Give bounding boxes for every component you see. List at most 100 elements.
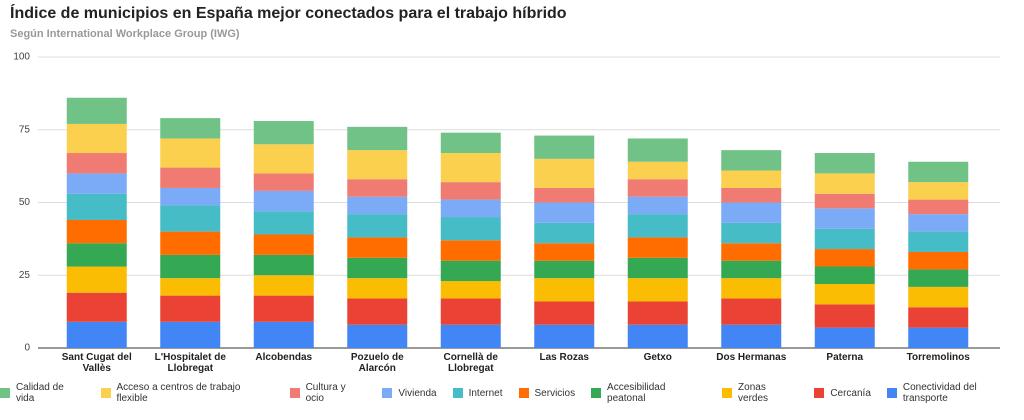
x-tick-label: Las Rozas: [539, 352, 589, 363]
legend-label: Vivienda: [398, 387, 437, 399]
bar-segment: [814, 283, 875, 305]
bar-segment: [814, 228, 875, 250]
bar-segment: [347, 278, 408, 299]
bar-segment: [66, 173, 127, 194]
legend-swatch: [518, 388, 529, 398]
legend-item: Calidad de vida: [0, 382, 85, 404]
bar-segment: [721, 170, 782, 188]
bar-segment: [253, 211, 314, 235]
bar-segment: [66, 321, 127, 348]
legend-item: Vivienda: [382, 382, 437, 404]
bar-segment: [253, 190, 314, 212]
legend-swatch: [886, 388, 897, 398]
bar-segment: [627, 301, 688, 325]
y-tick-label: 25: [19, 270, 31, 281]
bar-segment: [908, 269, 969, 287]
bar-segment: [66, 123, 127, 154]
bar-segment: [440, 182, 501, 200]
bar-segment: [534, 158, 595, 188]
bar-segment: [627, 278, 688, 302]
bar-segment: [814, 173, 875, 194]
bar-segment: [347, 237, 408, 258]
bar-segment: [440, 281, 501, 299]
bar-segment: [160, 138, 221, 168]
bar-segment: [347, 298, 408, 325]
bar-segment: [627, 324, 688, 348]
legend-item: Servicios: [518, 382, 575, 404]
bar-segment: [721, 260, 782, 279]
bar-segment: [627, 237, 688, 258]
bar-segment: [66, 193, 127, 220]
bar-segment: [814, 327, 875, 348]
bar-segment: [721, 298, 782, 325]
bar-segment: [627, 161, 688, 180]
x-tick-label: L'Hospitalet de Llobregat: [154, 352, 226, 374]
bar-segment: [908, 161, 969, 183]
bar-segment: [253, 295, 314, 322]
legend-label: Calidad de vida: [15, 382, 64, 404]
x-tick-label: Pozuelo de Alarcón: [350, 352, 404, 374]
bar-segment: [347, 324, 408, 348]
bar-segment: [253, 234, 314, 255]
bar-segment: [160, 167, 221, 188]
bar-segment: [253, 121, 314, 145]
bar-segment: [253, 173, 314, 191]
legend-item: Accesibilidad peatonal: [591, 382, 706, 404]
y-tick-label: 75: [19, 124, 31, 135]
bar-segment: [160, 118, 221, 139]
x-tick-label: Alcobendas: [255, 352, 313, 363]
legend-label: Cultura y ocio: [305, 382, 346, 404]
bar-segment: [347, 150, 408, 180]
bar-segment: [160, 278, 221, 296]
bar-segment: [160, 295, 221, 322]
bar-segment: [534, 135, 595, 159]
bar-segment: [253, 144, 314, 174]
bar-segment: [347, 257, 408, 279]
chart-title: Índice de municipios en España mejor con…: [10, 3, 567, 22]
bar-segment: [440, 153, 501, 183]
bar-segment: [908, 307, 969, 328]
bar-segment: [721, 243, 782, 261]
legend-item: Conectividad del transporte: [886, 382, 1024, 404]
bar-segment: [253, 275, 314, 296]
bar-segment: [814, 153, 875, 174]
legend-swatch: [382, 388, 393, 398]
legend-label: Acceso a centros de trabajo flexible: [116, 382, 241, 404]
bar-segment: [347, 214, 408, 238]
bar-segment: [534, 243, 595, 261]
bar-segment: [347, 196, 408, 215]
bar-segment: [908, 182, 969, 200]
bar-segment: [534, 324, 595, 348]
legend-item: Cercanía: [814, 382, 871, 404]
bar-segment: [908, 251, 969, 270]
x-tick-label: Cornellà de Llobregat: [443, 352, 498, 374]
bar-segment: [627, 179, 688, 197]
legend-swatch: [452, 388, 463, 398]
legend-item: Zonas verdes: [722, 382, 798, 404]
bar-segment: [721, 202, 782, 223]
bar-segment: [66, 266, 127, 293]
legend-label: Internet: [468, 387, 503, 399]
bar-segment: [627, 214, 688, 238]
bar-segment: [814, 249, 875, 267]
bar-segment: [440, 199, 501, 218]
bar-segment: [534, 222, 595, 244]
bar-segment: [160, 187, 221, 206]
bar-segment: [534, 202, 595, 223]
legend-swatch: [100, 388, 111, 398]
bar-segment: [160, 321, 221, 348]
bar-segment: [160, 205, 221, 232]
x-tick-label: Paterna: [826, 352, 864, 363]
chart-subtitle: Según International Workplace Group (IWG…: [10, 28, 240, 40]
x-tick-label: Dos Hermanas: [716, 352, 787, 363]
bar-segment: [814, 266, 875, 284]
bar-segment: [66, 243, 127, 267]
y-tick-label: 50: [19, 197, 31, 208]
bar-segment: [440, 217, 501, 241]
bar-segment: [66, 153, 127, 174]
bar-segment: [534, 187, 595, 203]
bar-segment: [440, 132, 501, 154]
bar-segment: [440, 298, 501, 325]
legend-swatch: [814, 388, 825, 398]
